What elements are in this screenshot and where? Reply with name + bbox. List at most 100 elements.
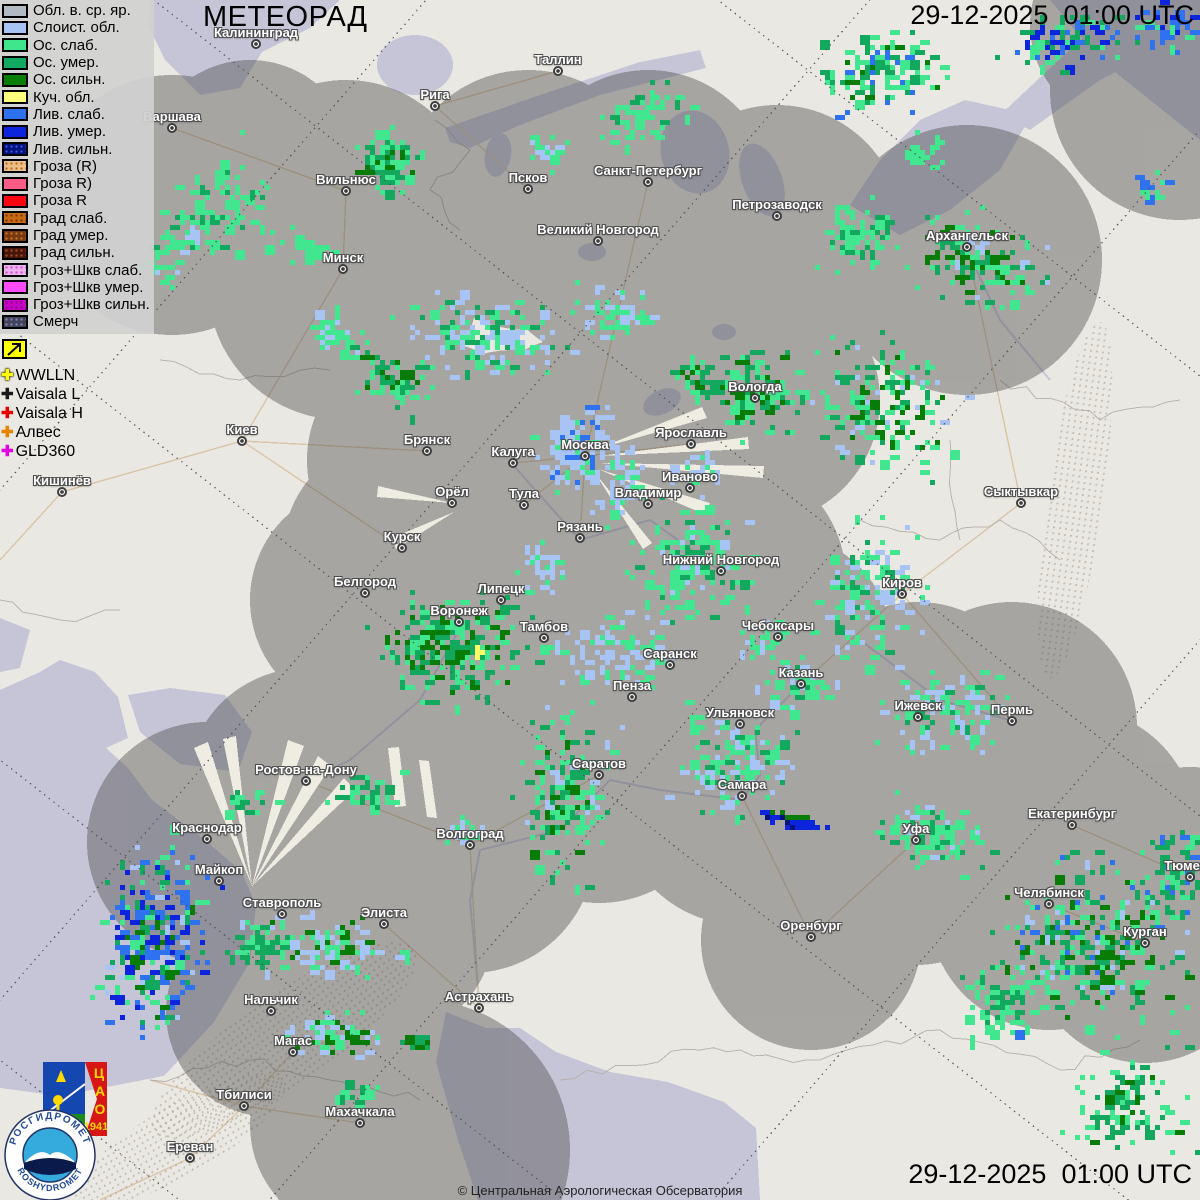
city-label: Ереван — [166, 1139, 214, 1154]
legend-swatch — [2, 159, 28, 174]
cao-year: 1941 — [84, 1121, 107, 1133]
legend-label: Гроз+Шкв сильн. — [33, 296, 150, 314]
city-dot-icon — [301, 776, 311, 786]
legend-swatch — [2, 38, 28, 53]
city-dot-icon — [796, 679, 806, 689]
legend-item: Ос. умер. — [2, 54, 150, 71]
city-label: Ижевск — [894, 698, 942, 713]
legend-swatch — [2, 228, 28, 243]
legend-item: Ос. слаб. — [2, 37, 150, 54]
city-label: Самара — [717, 777, 767, 792]
city-label: Ростов-на-Дону — [255, 762, 357, 777]
page-title: МЕТЕОРАД — [203, 1, 368, 33]
city-label: Рига — [420, 87, 450, 102]
precipitation-layer — [90, 0, 1200, 1155]
city-label: Уфа — [902, 821, 930, 836]
copyright-note: © Центральная Аэрологическая Обсерватори… — [457, 1183, 743, 1198]
legend-item: Гроза R) — [2, 175, 150, 192]
legend-label: Ос. сильн. — [33, 71, 106, 89]
city-dot-icon — [593, 236, 603, 246]
city-label: Киев — [226, 422, 258, 437]
legend-swatch — [2, 124, 28, 139]
legend-label: Лив. сильн. — [33, 140, 113, 158]
city-dot-icon — [962, 242, 972, 252]
city-dot-icon — [496, 595, 506, 605]
city-label: Вильнюс — [316, 172, 376, 187]
city-dot-icon — [379, 919, 389, 929]
city-dot-icon — [539, 633, 549, 643]
lightning-network-label: WWLLN — [15, 366, 76, 384]
legend-label: Гроза R) — [33, 175, 93, 193]
city-label: Москва — [561, 437, 609, 452]
lightning-legend-item: ✚ Алвес — [1, 423, 61, 442]
legend-item: Град умер. — [2, 227, 150, 244]
city-dot-icon — [237, 436, 247, 446]
city-label: Киров — [882, 575, 922, 590]
city-dot-icon — [523, 184, 533, 194]
corner-arrow-icon — [6, 342, 21, 356]
city-dot-icon — [575, 533, 585, 543]
city-dot-icon — [508, 458, 518, 468]
legend-item: Град слаб. — [2, 210, 150, 227]
city-dot-icon — [1007, 716, 1017, 726]
city-dot-icon — [553, 66, 563, 76]
city-dot-icon — [665, 660, 675, 670]
city-label: Оренбург — [780, 918, 842, 933]
city-label: Нальчик — [244, 992, 298, 1007]
legend-label: Гроза (R) — [33, 157, 98, 175]
city-dot-icon — [806, 932, 816, 942]
city-dot-icon — [1185, 872, 1195, 882]
legend-item: Смерч — [2, 313, 150, 330]
city-label: Минск — [322, 250, 364, 265]
tornado-symbol-icon — [2, 339, 27, 359]
city-dot-icon — [185, 1153, 195, 1163]
city-label: Липецк — [477, 581, 525, 596]
city-label: Ставрополь — [242, 895, 322, 910]
city-label: Кишинёв — [33, 473, 91, 488]
lightning-cross-icon: ✚ — [1, 386, 14, 403]
lightning-legend-item: ✚ Vaisala L — [1, 385, 80, 404]
city-dot-icon — [430, 101, 440, 111]
city-label: Саратов — [571, 756, 627, 771]
legend-label: Куч. обл. — [33, 88, 95, 106]
city-dot-icon — [338, 264, 348, 274]
city-label: Рязань — [557, 519, 603, 534]
legend-swatch — [2, 280, 28, 295]
legend-swatch — [2, 142, 28, 157]
city-dot-icon — [474, 1003, 484, 1013]
legend-label: Гроза R — [33, 192, 88, 210]
city-label: Тамбов — [519, 619, 569, 634]
city-label: Казань — [778, 665, 824, 680]
city-label: Махачкала — [325, 1104, 395, 1119]
city-dot-icon — [465, 840, 475, 850]
city-dot-icon — [519, 500, 529, 510]
legend-item: Гроз+Шкв слаб. — [2, 261, 150, 278]
lightning-legend-item: ✚ WWLLN — [1, 366, 75, 385]
legend-item: Гроз+Шкв сильн. — [2, 296, 150, 313]
city-label: Иваново — [662, 469, 718, 484]
city-dot-icon — [594, 770, 604, 780]
city-label: Элиста — [360, 905, 408, 920]
lightning-legend-item: ✚ Vaisala H — [1, 404, 83, 423]
city-dot-icon — [422, 446, 432, 456]
city-label: Великий Новгород — [537, 222, 659, 237]
legend-item: Гроз+Шкв умер. — [2, 279, 150, 296]
city-label: Астрахань — [444, 989, 514, 1004]
city-dot-icon — [1044, 899, 1054, 909]
city-dot-icon — [277, 909, 287, 919]
city-label: Сыктывкар — [983, 484, 1059, 499]
city-label: Челябинск — [1014, 885, 1084, 900]
city-dot-icon — [685, 483, 695, 493]
legend-swatch — [2, 72, 28, 87]
cao-letter-3: О — [95, 1101, 106, 1117]
legend-item: Лив. слаб. — [2, 106, 150, 123]
city-label: Нижний Новгород — [662, 552, 780, 567]
legend-swatch — [2, 297, 28, 312]
city-dot-icon — [750, 393, 760, 403]
roshydromet-logo: РОСГИДРОМЕТ ROSHYDROMET — [4, 1109, 96, 1200]
city-dot-icon — [341, 186, 351, 196]
lightning-cross-icon: ✚ — [1, 367, 14, 384]
legend-label: Лив. слаб. — [33, 105, 105, 123]
lightning-network-label: Vaisala H — [15, 404, 83, 422]
lightning-cross-icon: ✚ — [1, 443, 14, 460]
